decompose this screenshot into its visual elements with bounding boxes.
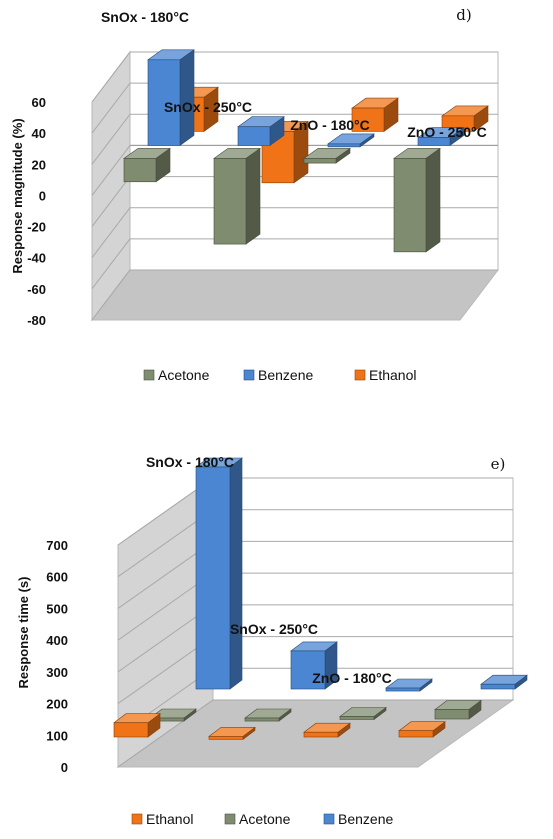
- chart-panel-d: 60 40 20 0 -20 -40 -60 -80 Response magnitude (%…: [10, 6, 500, 383]
- bar-benzene: [237, 126, 271, 146]
- group-label: SnOx - 180°C: [101, 9, 189, 25]
- bar-ethanol: [113, 722, 149, 738]
- bar-acetone: [339, 716, 375, 720]
- bar-ethanol: [351, 107, 385, 132]
- legend-swatch-acetone: [224, 813, 236, 825]
- bar-acetone: [213, 158, 247, 245]
- y-axis-title: Response magnitude (%): [10, 118, 25, 273]
- bar-ethanol: [398, 730, 434, 738]
- gridline-side: [91, 238, 131, 290]
- y-tick-label: 300: [46, 665, 68, 680]
- bar-side-benzene: [179, 49, 195, 146]
- bar-benzene: [480, 683, 516, 690]
- bar-benzene: [385, 687, 421, 692]
- y-tick-label: -60: [27, 282, 46, 297]
- group-label: ZnO - 180°C: [290, 117, 370, 133]
- back-wall: [212, 477, 514, 701]
- y-tick-label: -80: [27, 313, 46, 328]
- bar-acetone: [244, 717, 280, 722]
- gridline-side: [91, 207, 131, 259]
- legend-swatch-benzene: [243, 369, 255, 381]
- group-label: SnOx - 180°C: [146, 454, 234, 470]
- y-tick-label: 200: [46, 697, 68, 712]
- legend-swatch-acetone: [143, 369, 155, 381]
- bar-side-benzene: [229, 457, 243, 690]
- y-tick-label: 500: [46, 601, 68, 616]
- bar-benzene: [290, 650, 326, 690]
- gridline-side: [91, 82, 131, 134]
- y-tick-label: 40: [32, 126, 46, 141]
- y-tick-label: -40: [27, 251, 46, 266]
- y-tick-label: 100: [46, 728, 68, 743]
- y-tick-label: 700: [46, 538, 68, 553]
- bar-benzene: [147, 59, 181, 146]
- y-tick-label: 60: [32, 95, 46, 110]
- bar-acetone: [393, 158, 427, 253]
- gridline-side: [91, 269, 131, 321]
- bar-acetone: [123, 158, 157, 183]
- group-label: SnOx - 250°C: [230, 621, 318, 637]
- panel-label: e): [491, 455, 506, 473]
- y-tick-label: 20: [32, 157, 46, 172]
- legend-label: Ethanol: [146, 811, 193, 827]
- y-axis-title: Response time (s): [16, 577, 31, 689]
- bar-acetone: [303, 158, 337, 164]
- group-label: ZnO - 180°C: [312, 670, 392, 686]
- y-tick-label: 0: [39, 188, 46, 203]
- bar-benzene: [417, 137, 451, 146]
- legend-label: Acetone: [239, 811, 291, 827]
- bar-benzene: [327, 143, 361, 148]
- bar-ethanol: [303, 731, 339, 738]
- y-tick-label: 400: [46, 633, 68, 648]
- y-tick-label: 600: [46, 570, 68, 585]
- group-label: SnOx - 250°C: [164, 99, 252, 115]
- group-label: ZnO - 250°C: [407, 124, 487, 140]
- y-tick-label: -20: [27, 220, 46, 235]
- gridline-side: [91, 113, 131, 165]
- bar-side-acetone: [425, 147, 441, 253]
- bar-acetone: [434, 709, 470, 720]
- legend-swatch-ethanol: [131, 813, 143, 825]
- gridline-side: [91, 145, 131, 196]
- legend-swatch-benzene: [323, 813, 335, 825]
- panel-label: d): [456, 6, 471, 24]
- legend-label: Benzene: [338, 811, 393, 827]
- bar-benzene: [195, 466, 231, 690]
- floor: [90, 269, 500, 321]
- legend-label: Ethanol: [369, 367, 416, 383]
- legend-swatch-ethanol: [354, 369, 366, 381]
- bar-side-acetone: [245, 147, 261, 245]
- y-tick-label: 0: [61, 760, 68, 775]
- bar-ethanol: [208, 736, 244, 740]
- gridline-side: [91, 176, 131, 227]
- legend-label: Benzene: [258, 367, 313, 383]
- gridline-side: [91, 51, 131, 103]
- gridline-side: [117, 699, 214, 768]
- legend-label: Acetone: [158, 367, 210, 383]
- chart-panel-e: 700 600 500 400 300 200 100 0 Response time (s) e…: [16, 454, 528, 827]
